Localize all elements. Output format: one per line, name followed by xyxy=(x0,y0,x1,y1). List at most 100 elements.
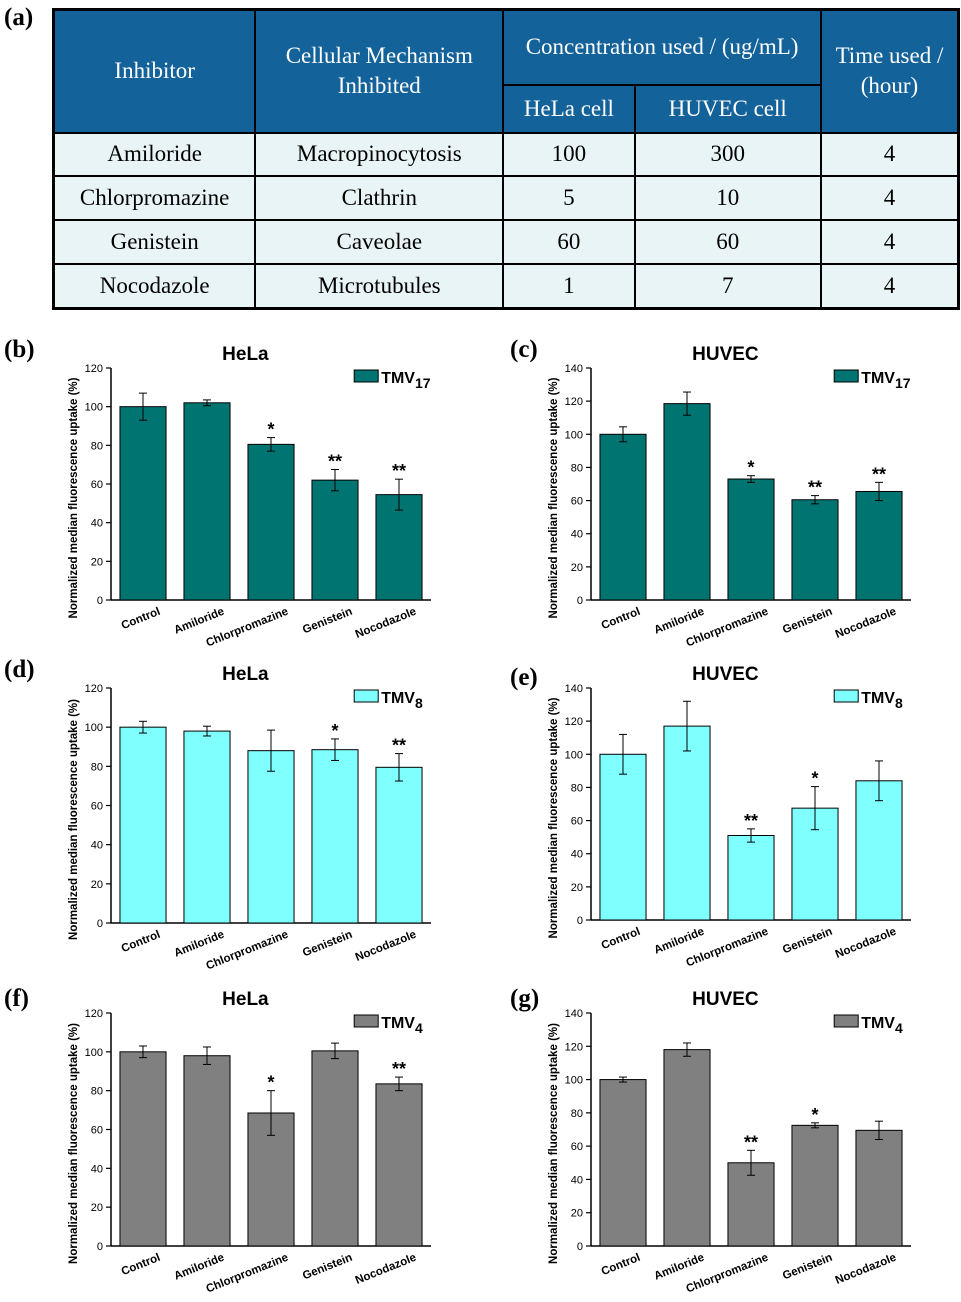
legend-swatch xyxy=(833,369,859,383)
y-tick-label: 80 xyxy=(91,761,103,773)
y-tick-label: 0 xyxy=(577,595,583,607)
cell-mechanism: Caveolae xyxy=(254,219,505,265)
x-tick-label: Nocodazole xyxy=(354,1252,418,1287)
legend-label: TMV17 xyxy=(381,370,431,391)
chart-title: HeLa xyxy=(222,989,269,1010)
legend-swatch xyxy=(833,689,859,703)
legend-label: TMV4 xyxy=(381,1015,423,1036)
y-axis-label: Normalized median fluorescence uptake (%… xyxy=(68,1023,80,1264)
bar-amiloride xyxy=(183,730,231,924)
y-tick-label: 20 xyxy=(91,1202,103,1214)
y-axis-label: Normalized median fluorescence uptake (%… xyxy=(548,1023,560,1264)
cell-huvec: 300 xyxy=(633,131,822,178)
panel-label-g: (g) xyxy=(510,985,540,1012)
cell-inhibitor: Chlorpromazine xyxy=(52,175,257,222)
bar-nocodazole xyxy=(375,766,423,924)
y-tick-label: 120 xyxy=(565,716,583,728)
x-tick-label: Genistein xyxy=(781,1252,834,1283)
header-huvec-cell: HUVEC cell xyxy=(633,83,822,134)
y-tick-label: 0 xyxy=(97,918,103,930)
cell-time: 4 xyxy=(819,131,960,178)
y-tick-label: 40 xyxy=(91,1163,103,1175)
y-tick-label: 40 xyxy=(571,1174,583,1186)
bar-nocodazole xyxy=(375,494,423,601)
y-tick-label: 140 xyxy=(565,1008,583,1020)
panel-label-b: (b) xyxy=(4,336,35,363)
y-tick-label: 20 xyxy=(571,882,583,894)
chart-title: HUVEC xyxy=(692,344,759,365)
significance-marker: * xyxy=(811,769,818,789)
cell-mechanism: Macropinocytosis xyxy=(254,131,505,178)
x-tick-label: Nocodazole xyxy=(834,926,898,961)
y-axis-label: Normalized median fluorescence uptake (%… xyxy=(548,377,560,618)
y-tick-label: 20 xyxy=(571,1208,583,1220)
significance-marker: * xyxy=(811,1105,818,1125)
bar-control xyxy=(119,406,167,601)
bar-amiloride xyxy=(183,1055,231,1247)
x-tick-label: Genistein xyxy=(781,606,834,637)
y-tick-label: 100 xyxy=(85,402,103,414)
chart-title: HUVEC xyxy=(692,989,759,1010)
bar-control xyxy=(119,726,167,924)
significance-marker: * xyxy=(747,458,754,478)
bar-genistein xyxy=(791,499,839,601)
y-axis-label: Normalized median fluorescence uptake (%… xyxy=(548,697,560,938)
y-tick-label: 140 xyxy=(565,683,583,695)
y-tick-label: 60 xyxy=(571,496,583,508)
bar-genistein xyxy=(311,479,359,601)
y-tick-label: 120 xyxy=(85,1008,103,1020)
chart-d-hela-tmv8: 0 20 40 60 80 100 120 Normalized median fluores… xyxy=(68,664,431,973)
x-tick-label: Control xyxy=(120,1252,162,1278)
cell-inhibitor: Amiloride xyxy=(52,131,257,178)
y-tick-label: 60 xyxy=(571,1141,583,1153)
chart-title: HUVEC xyxy=(692,664,759,685)
panel-label-d: (d) xyxy=(4,656,35,683)
y-tick-label: 80 xyxy=(571,1108,583,1120)
y-tick-label: 100 xyxy=(85,1047,103,1059)
cell-hela: 60 xyxy=(502,219,636,265)
y-tick-label: 0 xyxy=(577,915,583,927)
bar-amiloride xyxy=(183,402,231,601)
chart-g-huvec-tmv4: 0 20 40 60 80 100 120 140 Normalized median fluo… xyxy=(548,989,911,1296)
significance-marker: ** xyxy=(872,464,886,484)
bar-genistein xyxy=(791,1124,839,1247)
bar-genistein xyxy=(311,1050,359,1247)
significance-marker: ** xyxy=(328,452,342,472)
bar-control xyxy=(599,1079,647,1247)
cell-huvec: 10 xyxy=(633,175,822,222)
x-tick-label: Nocodazole xyxy=(834,606,898,641)
significance-marker: ** xyxy=(392,1059,406,1079)
y-tick-label: 60 xyxy=(91,801,103,813)
y-tick-label: 60 xyxy=(91,1125,103,1137)
y-tick-label: 80 xyxy=(91,440,103,452)
panel-label-c: (c) xyxy=(510,336,538,363)
header-concentration: Concentration used / (ug/mL) xyxy=(502,8,822,86)
y-tick-label: 20 xyxy=(571,562,583,574)
y-tick-label: 80 xyxy=(91,1086,103,1098)
x-tick-label: Control xyxy=(120,929,162,955)
legend-swatch xyxy=(353,1014,379,1028)
significance-marker: ** xyxy=(744,1132,758,1152)
header-time: Time used / (hour) xyxy=(819,8,960,134)
significance-marker: * xyxy=(267,1073,274,1093)
cell-mechanism: Clathrin xyxy=(254,175,505,222)
significance-marker: ** xyxy=(392,461,406,481)
x-tick-label: Genistein xyxy=(301,929,354,960)
table-row: Chlorpromazine Clathrin 5 10 4 xyxy=(52,175,960,222)
significance-marker: * xyxy=(267,420,274,440)
y-tick-label: 0 xyxy=(97,595,103,607)
chart-title: HeLa xyxy=(222,344,269,365)
bar-control xyxy=(599,433,647,601)
y-tick-label: 80 xyxy=(571,782,583,794)
legend-label: TMV17 xyxy=(861,370,911,391)
chart-b-hela-tmv17: 0 20 40 60 80 100 120 Normalized median fluores… xyxy=(68,344,431,650)
chart-e-huvec-tmv8: 0 20 40 60 80 100 120 140 Normalized median fluo… xyxy=(548,664,911,970)
significance-marker: ** xyxy=(744,811,758,831)
header-inhibitor: Inhibitor xyxy=(52,8,257,134)
y-tick-label: 120 xyxy=(85,683,103,695)
y-tick-label: 0 xyxy=(97,1241,103,1253)
bar-control xyxy=(119,1051,167,1247)
cell-inhibitor: Nocodazole xyxy=(52,262,257,310)
x-tick-label: Control xyxy=(600,606,642,632)
bar-chlorpromazine xyxy=(247,443,295,601)
